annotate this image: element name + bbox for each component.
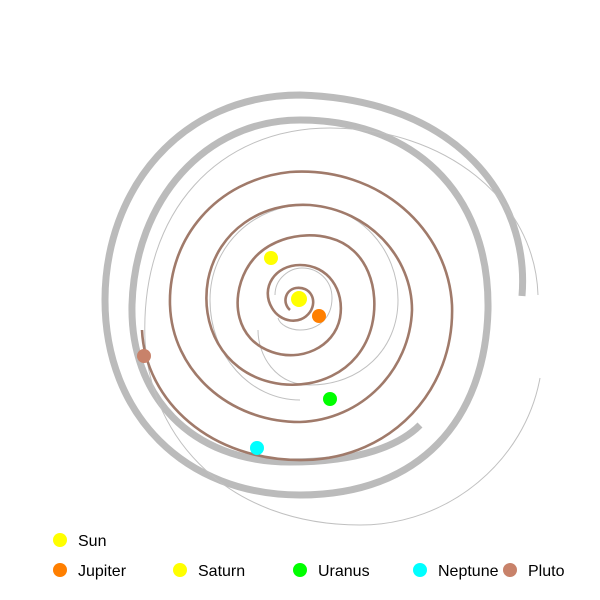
legend-item-pluto: Pluto bbox=[503, 563, 565, 580]
uranus-marker bbox=[323, 392, 337, 406]
sun-marker bbox=[291, 291, 307, 307]
legend-label-saturn: Saturn bbox=[198, 563, 245, 580]
planet-markers bbox=[137, 251, 337, 455]
neptune-legend-swatch bbox=[413, 563, 427, 577]
saturn-marker bbox=[264, 251, 278, 265]
neptune-marker bbox=[250, 441, 264, 455]
thin-gray-trajectory bbox=[144, 127, 541, 526]
legend-label-neptune: Neptune bbox=[438, 563, 499, 580]
brown-trajectory bbox=[140, 170, 454, 462]
legend-label-jupiter: Jupiter bbox=[78, 563, 127, 580]
legend-item-saturn: Saturn bbox=[173, 563, 245, 580]
legend-label-sun: Sun bbox=[78, 533, 106, 550]
trajectory-paths bbox=[101, 91, 541, 526]
sun-legend-swatch bbox=[53, 533, 67, 547]
legend-item-uranus: Uranus bbox=[293, 563, 370, 580]
pluto-legend-swatch bbox=[503, 563, 517, 577]
uranus-legend-swatch bbox=[293, 563, 307, 577]
legend-item-sun: Sun bbox=[53, 533, 106, 550]
pluto-marker bbox=[137, 349, 151, 363]
legend: Sun Jupiter Saturn Uranus Neptune Pluto bbox=[53, 533, 565, 580]
saturn-legend-swatch bbox=[173, 563, 187, 577]
jupiter-legend-swatch bbox=[53, 563, 67, 577]
jupiter-marker bbox=[312, 309, 326, 323]
legend-item-jupiter: Jupiter bbox=[53, 563, 127, 580]
gray-band-trajectory bbox=[101, 91, 527, 499]
legend-label-uranus: Uranus bbox=[318, 563, 370, 580]
legend-item-neptune: Neptune bbox=[413, 563, 499, 580]
legend-label-pluto: Pluto bbox=[528, 563, 565, 580]
